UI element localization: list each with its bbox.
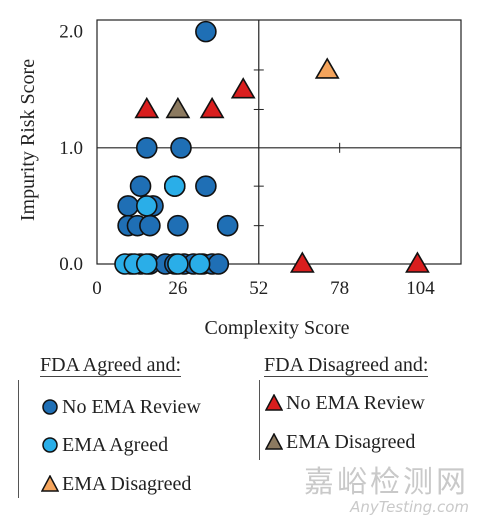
data-point-circle bbox=[167, 214, 189, 237]
data-point-circle bbox=[139, 214, 161, 237]
legend-label: EMA Agreed bbox=[62, 434, 169, 456]
data-point-circle bbox=[170, 137, 192, 159]
data-point-triangle bbox=[165, 96, 191, 119]
y-tick-label: 1.0 bbox=[59, 138, 83, 159]
x-axis-title: Complexity Score bbox=[205, 317, 350, 339]
legend-label: EMA Disagreed bbox=[62, 473, 192, 495]
data-point-circle bbox=[135, 195, 158, 217]
watermark-url: AnyTesting.com bbox=[350, 498, 469, 516]
data-point-circle bbox=[135, 137, 158, 159]
legend-fda-agreed: FDA Agreed and: No EMA Review EMA Agreed… bbox=[18, 354, 248, 504]
data-point-triangle bbox=[199, 96, 225, 119]
legend-title-fda-agreed: FDA Agreed and: bbox=[40, 354, 182, 377]
y-tick-label: 2.0 bbox=[59, 22, 83, 43]
watermark: 嘉峪检测网 AnyTesting.com bbox=[304, 465, 469, 516]
legend-label: EMA Disagreed bbox=[286, 431, 416, 453]
x-tick-label: 78 bbox=[330, 278, 349, 299]
data-point-circle bbox=[195, 20, 217, 43]
x-tick-label: 104 bbox=[406, 278, 435, 299]
legend-items-fda-disagreed: No EMA Review EMA Disagreed bbox=[259, 380, 475, 460]
brown-triangle-icon bbox=[265, 433, 283, 450]
scatter-chart: 0 26 52 78 104 0.0 1.0 2.0 Complexity Score Imp… bbox=[17, 19, 462, 339]
blue-circle-icon bbox=[42, 399, 58, 415]
red-triangle-icon bbox=[265, 394, 283, 411]
x-tick-label: 0 bbox=[92, 278, 102, 299]
data-point-circle bbox=[195, 175, 217, 197]
data-point-triangle bbox=[405, 251, 430, 273]
data-point-circle bbox=[216, 214, 239, 237]
data-point-circle bbox=[167, 253, 189, 275]
data-point-circle bbox=[163, 175, 186, 197]
legend-title-fda-disagreed: FDA Disagreed and: bbox=[264, 354, 429, 377]
data-point-circle bbox=[129, 175, 152, 197]
legend-fda-disagreed: FDA Disagreed and: No EMA Review EMA Dis… bbox=[259, 354, 479, 464]
data-point-circle bbox=[135, 253, 158, 275]
data-point-circle bbox=[188, 253, 211, 275]
plot-area: 0 26 52 78 104 0.0 1.0 2.0 bbox=[59, 19, 462, 299]
x-tick-label: 52 bbox=[249, 278, 268, 299]
data-point-circle bbox=[117, 195, 139, 217]
data-point-triangle bbox=[230, 77, 256, 99]
x-tick-label: 26 bbox=[168, 278, 187, 299]
y-tick-label: 0.0 bbox=[59, 254, 83, 275]
light-blue-circle-icon bbox=[42, 437, 58, 453]
y-axis-title: Impurity Risk Score bbox=[17, 59, 39, 221]
watermark-chinese: 嘉峪检测网 bbox=[304, 465, 469, 500]
data-point-circle bbox=[207, 253, 230, 275]
data-point-triangle bbox=[289, 251, 315, 273]
data-point-triangle bbox=[314, 57, 340, 79]
legend-label: No EMA Review bbox=[286, 392, 425, 414]
orange-triangle-icon bbox=[41, 475, 59, 492]
data-point-triangle bbox=[134, 96, 160, 119]
legend-label: No EMA Review bbox=[62, 396, 201, 418]
legend-items-fda-agreed: No EMA Review EMA Agreed EMA Disagreed bbox=[18, 380, 244, 498]
